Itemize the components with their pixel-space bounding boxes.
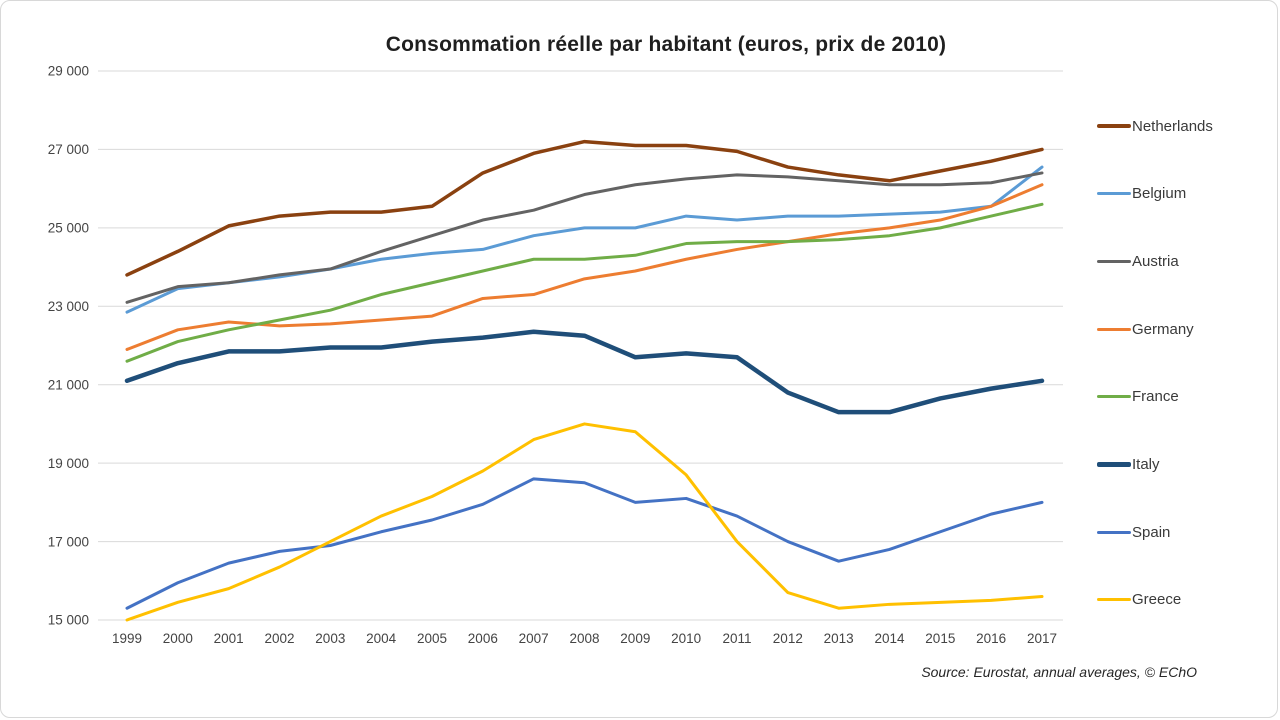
legend-item-spain: Spain: [1097, 520, 1170, 544]
x-axis-tick-label: 2001: [214, 631, 244, 646]
x-axis-tick-label: 2003: [315, 631, 345, 646]
legend-label: Spain: [1132, 523, 1171, 541]
x-axis-tick-label: 2013: [824, 631, 854, 646]
series-line-austria: [125, 171, 1044, 304]
legend-swatch-austria-line: [1097, 259, 1131, 263]
x-axis-tick-label: 2014: [874, 631, 905, 646]
y-axis-tick-label: 15 000: [48, 613, 89, 628]
legend-swatch-italy-line: [1097, 462, 1131, 467]
x-axis-tick-label: 2012: [773, 631, 803, 646]
x-axis-tick-label: 2000: [163, 631, 193, 646]
x-axis-tick-label: 2011: [722, 631, 751, 646]
legend-item-italy: Italy: [1097, 453, 1160, 477]
legend-label: Belgium: [1132, 185, 1187, 203]
legend-swatch-greece-line: [1097, 598, 1131, 602]
y-axis-tick-label: 29 000: [48, 64, 89, 79]
legend-label: Austria: [1132, 252, 1179, 270]
series-line-germany: [125, 183, 1044, 351]
x-axis-tick-label: 2009: [620, 631, 650, 646]
legend: Netherlands Belgium Austria Germany France It…: [1097, 1, 1277, 717]
series-line-belgium: [125, 165, 1044, 314]
series-line-netherlands: [125, 139, 1044, 277]
x-axis-tick-label: 2015: [925, 631, 955, 646]
series-line-italy: [124, 329, 1045, 415]
legend-item-austria: Austria: [1097, 249, 1179, 273]
y-axis-tick-label: 23 000: [48, 299, 89, 314]
legend-label: Germany: [1132, 320, 1194, 338]
legend-swatch-belgium-line: [1097, 192, 1131, 196]
y-axis-tick-label: 21 000: [48, 377, 89, 392]
series-line-spain: [125, 477, 1044, 610]
y-axis-tick-label: 25 000: [48, 221, 89, 236]
x-axis-tick-label: 2016: [976, 631, 1006, 646]
y-axis-tick-label: 17 000: [48, 534, 89, 549]
legend-label: France: [1132, 388, 1179, 406]
x-axis-tick-label: 2002: [264, 631, 294, 646]
y-axis-tick-label: 19 000: [48, 456, 89, 471]
x-axis-tick-label: 2006: [468, 631, 498, 646]
legend-item-france: France: [1097, 385, 1179, 409]
legend-item-belgium: Belgium: [1097, 182, 1186, 206]
x-axis-tick-label: 2007: [519, 631, 549, 646]
legend-item-netherlands: Netherlands: [1097, 114, 1213, 138]
x-axis-tick-label: 2010: [671, 631, 701, 646]
x-axis-tick-label: 1999: [112, 631, 142, 646]
x-axis-tick-label: 2008: [569, 631, 599, 646]
x-axis-tick-label: 2005: [417, 631, 447, 646]
source-note: Source: Eurostat, annual averages, © ECh…: [921, 664, 1197, 680]
x-axis-tick-label: 2017: [1027, 631, 1057, 646]
legend-label: Netherlands: [1132, 117, 1213, 135]
legend-swatch-france-line: [1097, 395, 1131, 399]
legend-swatch-netherlands-line: [1097, 124, 1131, 128]
series-line-greece: [125, 422, 1044, 622]
chart-title: Consommation réelle par habitant (euros,…: [385, 33, 947, 56]
legend-label: Italy: [1132, 456, 1160, 473]
legend-item-germany: Germany: [1097, 317, 1194, 341]
legend-swatch-germany-line: [1097, 327, 1131, 331]
x-axis-tick-label: 2004: [366, 631, 397, 646]
legend-label: Greece: [1132, 591, 1182, 609]
y-axis-tick-label: 27 000: [48, 142, 89, 157]
series-line-france: [125, 202, 1044, 363]
legend-item-greece: Greece: [1097, 588, 1181, 612]
legend-swatch-spain-line: [1097, 530, 1131, 534]
